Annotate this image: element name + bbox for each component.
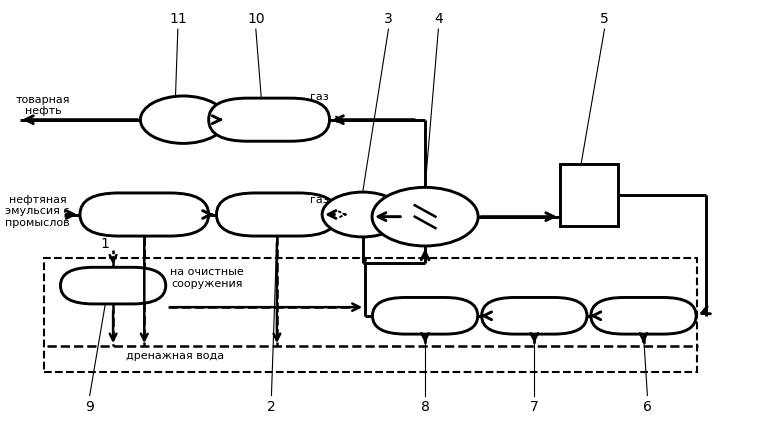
Circle shape xyxy=(372,188,478,246)
Text: 8: 8 xyxy=(420,399,430,413)
Text: 3: 3 xyxy=(384,12,393,26)
Text: 2: 2 xyxy=(267,399,276,413)
FancyBboxPatch shape xyxy=(373,298,477,335)
FancyBboxPatch shape xyxy=(216,194,338,236)
Text: газ: газ xyxy=(310,195,329,205)
Text: 5: 5 xyxy=(600,12,609,26)
Text: 6: 6 xyxy=(643,399,652,413)
Text: нефтяная
эмульсия с
промыслов: нефтяная эмульсия с промыслов xyxy=(5,194,69,227)
FancyBboxPatch shape xyxy=(60,267,165,304)
Circle shape xyxy=(322,193,403,237)
FancyBboxPatch shape xyxy=(590,298,696,335)
Bar xyxy=(559,164,618,227)
Text: дренажная вода: дренажная вода xyxy=(126,350,225,360)
Circle shape xyxy=(140,97,226,144)
Text: 1: 1 xyxy=(101,236,110,250)
Text: 4: 4 xyxy=(434,12,443,26)
Text: 7: 7 xyxy=(530,399,539,413)
Text: 10: 10 xyxy=(247,12,264,26)
FancyBboxPatch shape xyxy=(80,194,209,236)
FancyBboxPatch shape xyxy=(482,298,587,335)
Text: газ: газ xyxy=(310,92,329,102)
Text: 11: 11 xyxy=(169,12,186,26)
Text: 9: 9 xyxy=(85,399,94,413)
FancyBboxPatch shape xyxy=(208,99,329,142)
Text: товарная
нефть: товарная нефть xyxy=(16,95,70,116)
Text: на очистные
сооружения: на очистные сооружения xyxy=(170,267,243,288)
